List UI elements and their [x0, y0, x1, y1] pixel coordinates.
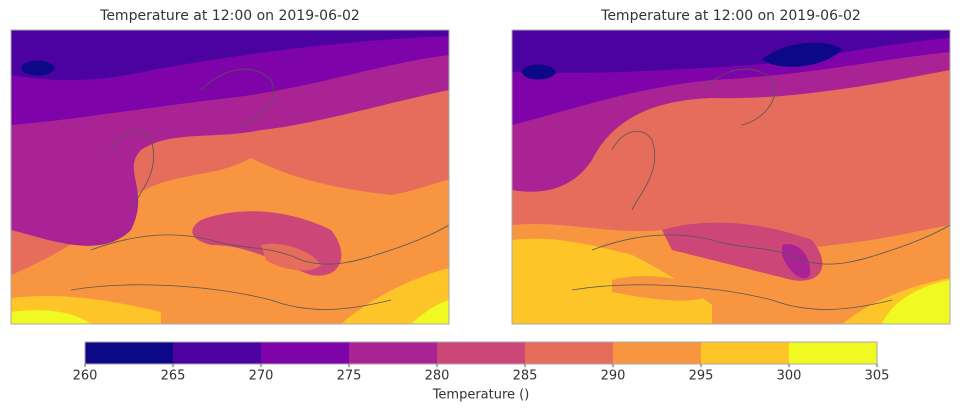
colorbar-segment	[789, 342, 877, 364]
colorbar-segment	[85, 342, 173, 364]
contour-region	[762, 42, 842, 67]
map-field	[512, 30, 950, 324]
contour-region	[21, 60, 55, 76]
tick-label: 270	[249, 369, 274, 384]
map-frame	[10, 29, 450, 325]
tick-label: 265	[161, 369, 186, 384]
contour-region	[882, 280, 950, 324]
colorbar-segment	[349, 342, 437, 364]
contour-region	[411, 300, 449, 324]
coastline	[571, 68, 950, 310]
contour-region	[341, 268, 449, 324]
colorbar-segment	[701, 342, 789, 364]
tick-label: 305	[865, 369, 890, 384]
colorbar-label: Temperature ()	[432, 388, 530, 403]
map-frame	[511, 29, 951, 325]
map-field	[11, 30, 449, 324]
contour-region	[512, 30, 950, 73]
map-title: Temperature at 12:00 on 2019-06-02	[600, 8, 861, 24]
tick-label: 260	[73, 369, 98, 384]
colorbar-segment	[525, 342, 613, 364]
tick-label: 290	[601, 369, 626, 384]
contour-region	[11, 30, 449, 80]
colorbar-segment	[173, 342, 261, 364]
tick-label: 295	[689, 369, 714, 384]
contour-region	[662, 222, 823, 281]
map	[511, 29, 951, 325]
contour-region	[782, 244, 811, 279]
tick-label: 285	[513, 369, 538, 384]
contour-region	[522, 64, 556, 80]
contour-region	[11, 310, 91, 324]
colorbar-segment	[613, 342, 701, 364]
colorbar-segment	[261, 342, 349, 364]
colorbar-frame	[84, 341, 878, 365]
tick-label: 280	[425, 369, 450, 384]
map	[10, 29, 450, 325]
coastline	[70, 68, 449, 310]
colorbar-segment	[437, 342, 525, 364]
tick-label: 275	[337, 369, 362, 384]
tick-label: 300	[777, 369, 802, 384]
contour-region	[612, 275, 712, 301]
contour-region	[261, 243, 321, 271]
map-title: Temperature at 12:00 on 2019-06-02	[99, 8, 360, 24]
